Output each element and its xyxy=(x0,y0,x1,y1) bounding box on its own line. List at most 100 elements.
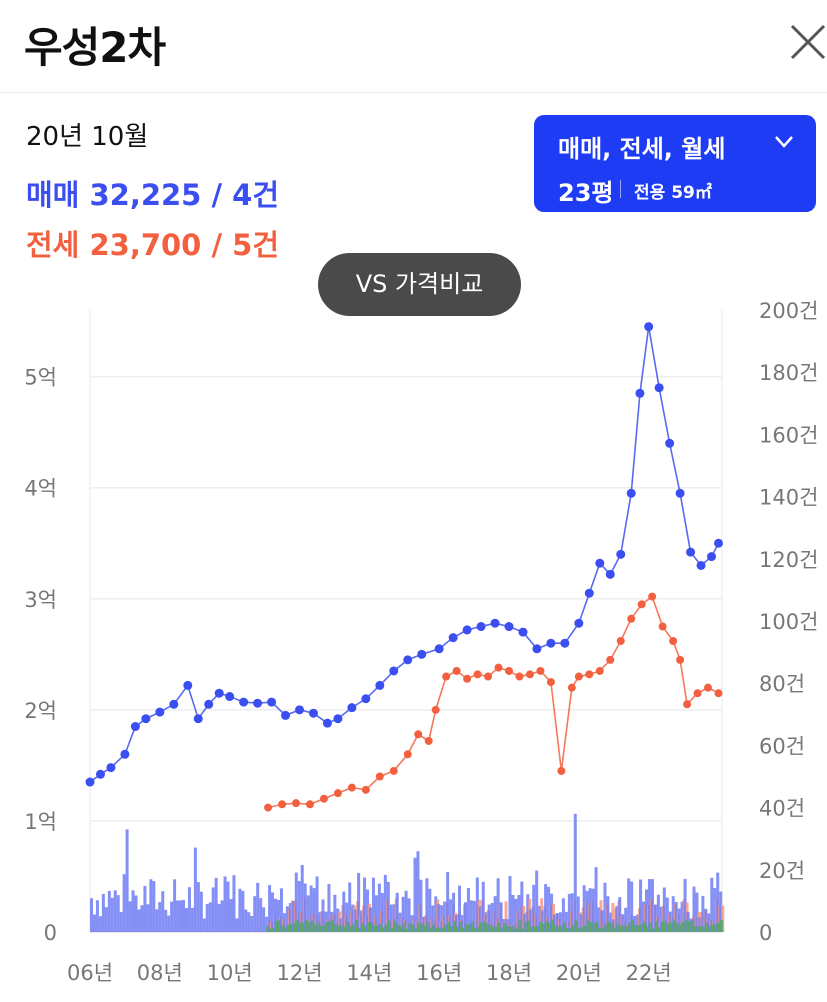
volume-bar xyxy=(576,896,580,932)
volume-bar xyxy=(325,921,329,932)
y-right-tick-label: 80건 xyxy=(759,672,805,696)
series-point xyxy=(504,622,514,632)
volume-bar xyxy=(692,886,696,932)
series-point xyxy=(675,488,685,498)
series-point xyxy=(686,547,696,557)
volume-bar xyxy=(611,902,615,932)
volume-bar xyxy=(428,888,432,932)
volume-bar xyxy=(167,915,171,932)
volume-bar xyxy=(104,907,108,932)
volume-bar xyxy=(701,895,705,932)
volume-bar xyxy=(357,872,361,932)
volume-bar xyxy=(600,910,604,932)
volume-bar xyxy=(422,916,426,932)
volume-bar xyxy=(286,924,290,932)
vs-compare-button[interactable]: VS 가격비교 xyxy=(318,253,521,316)
volume-bar xyxy=(704,908,708,932)
series-point xyxy=(462,625,472,635)
volume-bar xyxy=(351,904,355,932)
volume-bar xyxy=(440,905,444,932)
volume-bar xyxy=(579,914,583,932)
volume-bar xyxy=(574,920,578,932)
volume-bar xyxy=(481,881,485,932)
volume-bar xyxy=(698,917,702,932)
volume-bar xyxy=(283,927,287,932)
volume-bar xyxy=(446,871,450,932)
volume-bar xyxy=(399,926,403,932)
volume-bar xyxy=(343,926,347,932)
volume-bar xyxy=(675,923,679,932)
volume-bar xyxy=(269,928,273,932)
volume-bar xyxy=(413,857,417,932)
volume-bar xyxy=(291,901,295,932)
volume-bar xyxy=(491,926,495,932)
volume-bar xyxy=(90,898,93,932)
series-point xyxy=(141,714,151,724)
header: 우성2차 xyxy=(0,0,827,93)
volume-bar xyxy=(447,921,451,932)
volume-bar xyxy=(417,923,421,932)
y-left-tick-label: 0 xyxy=(44,921,57,945)
volume-bar xyxy=(199,891,203,932)
volume-bar xyxy=(473,928,477,932)
volume-bar xyxy=(395,892,399,932)
series-point xyxy=(322,718,332,728)
volume-bar xyxy=(460,915,464,932)
volume-bar xyxy=(639,879,643,932)
volume-bar xyxy=(669,922,673,932)
volume-bar xyxy=(272,927,276,932)
trade-filter-button[interactable]: 매매, 전세, 월세 23평 전용 59㎡ xyxy=(534,115,816,212)
volume-bar xyxy=(371,877,375,932)
volume-bar xyxy=(562,922,566,932)
series-point xyxy=(225,692,235,702)
volume-bar xyxy=(268,885,272,932)
series-point xyxy=(361,694,371,704)
close-icon[interactable] xyxy=(788,22,827,62)
volume-bar xyxy=(434,896,438,932)
volume-bar xyxy=(545,921,549,932)
volume-bar xyxy=(475,877,479,932)
volume-bar xyxy=(285,906,289,932)
volume-bar xyxy=(288,903,292,932)
series-point xyxy=(295,705,305,715)
volume-bar xyxy=(303,883,307,932)
volume-bar xyxy=(548,922,552,932)
volume-bar xyxy=(721,905,725,932)
volume-bar xyxy=(663,920,667,932)
volume-bar xyxy=(536,925,540,932)
series-point xyxy=(264,803,273,812)
volume-bar xyxy=(657,927,661,932)
volume-bar xyxy=(702,926,706,932)
volume-bar xyxy=(95,900,99,932)
x-tick-label: 16년 xyxy=(416,961,462,985)
series-point xyxy=(389,666,399,676)
series-point xyxy=(627,614,636,623)
chart-grid xyxy=(89,310,723,933)
series-point xyxy=(169,699,179,709)
volume-bar xyxy=(352,924,356,932)
volume-bar xyxy=(358,928,362,932)
volume-bar xyxy=(134,895,138,932)
series-point xyxy=(665,438,675,448)
series-point xyxy=(704,683,713,692)
volume-bar xyxy=(247,912,251,932)
volume-bar xyxy=(603,882,607,932)
volume-bar xyxy=(646,926,650,932)
series-point xyxy=(239,697,249,707)
volume-bar xyxy=(289,923,293,932)
volume-bar xyxy=(636,914,640,932)
volume-bar xyxy=(256,882,260,932)
series-point xyxy=(605,569,615,579)
volume-bar xyxy=(588,888,592,932)
volume-bars xyxy=(90,813,725,932)
volume-bar xyxy=(555,913,559,932)
volume-bar xyxy=(437,904,441,932)
volume-bar xyxy=(606,896,610,932)
volume-bar xyxy=(591,888,595,932)
y-right-tick-label: 100건 xyxy=(759,610,818,634)
chevron-down-icon xyxy=(775,136,793,148)
volume-bar xyxy=(512,926,516,932)
volume-bar xyxy=(280,925,284,932)
volume-bar xyxy=(684,919,688,932)
volume-bar xyxy=(295,919,299,932)
